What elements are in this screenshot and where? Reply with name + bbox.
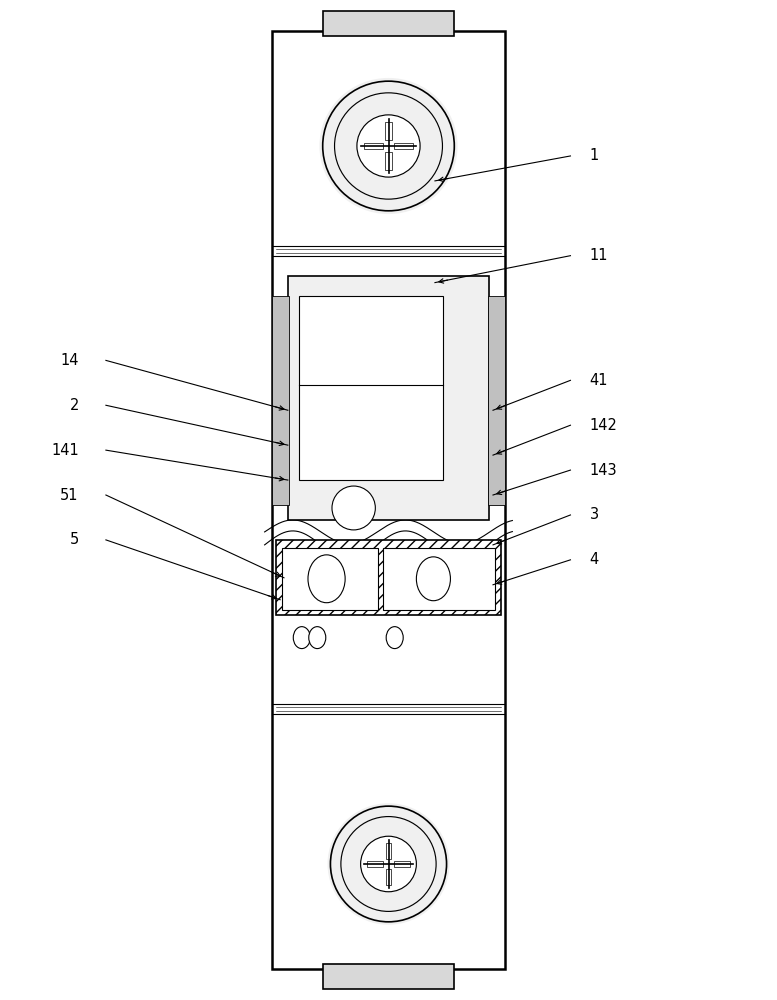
Text: 5: 5 [70,532,78,547]
Bar [273,31,504,969]
Text: 11: 11 [590,248,608,263]
Text: 3: 3 [590,507,599,522]
Ellipse shape [328,803,449,925]
Text: 41: 41 [590,373,608,388]
Bar [394,861,410,867]
Bar [395,143,413,149]
Bar [322,964,455,989]
Bar [488,296,504,505]
Circle shape [293,627,310,649]
Bar [385,122,392,140]
Text: 51: 51 [61,488,78,503]
Bar [299,296,443,480]
Text: 14: 14 [61,353,78,368]
Bar [287,276,490,520]
Ellipse shape [357,115,420,177]
Text: 143: 143 [590,463,618,478]
Circle shape [308,555,345,603]
Text: 4: 4 [590,552,599,567]
Bar [322,11,455,36]
Text: 141: 141 [51,443,78,458]
Ellipse shape [361,836,416,892]
Circle shape [386,627,403,649]
Bar [364,143,382,149]
Text: 1: 1 [590,148,599,163]
Bar [385,152,392,170]
Text: 142: 142 [590,418,618,433]
Ellipse shape [319,78,458,214]
Bar [385,843,392,859]
Circle shape [308,627,326,649]
Bar [383,548,496,610]
Circle shape [416,557,451,601]
Bar [273,296,289,505]
Bar [367,861,383,867]
Bar [277,540,500,615]
Ellipse shape [332,486,375,530]
Text: 2: 2 [69,398,78,413]
Bar [385,869,392,885]
Bar [281,548,378,610]
